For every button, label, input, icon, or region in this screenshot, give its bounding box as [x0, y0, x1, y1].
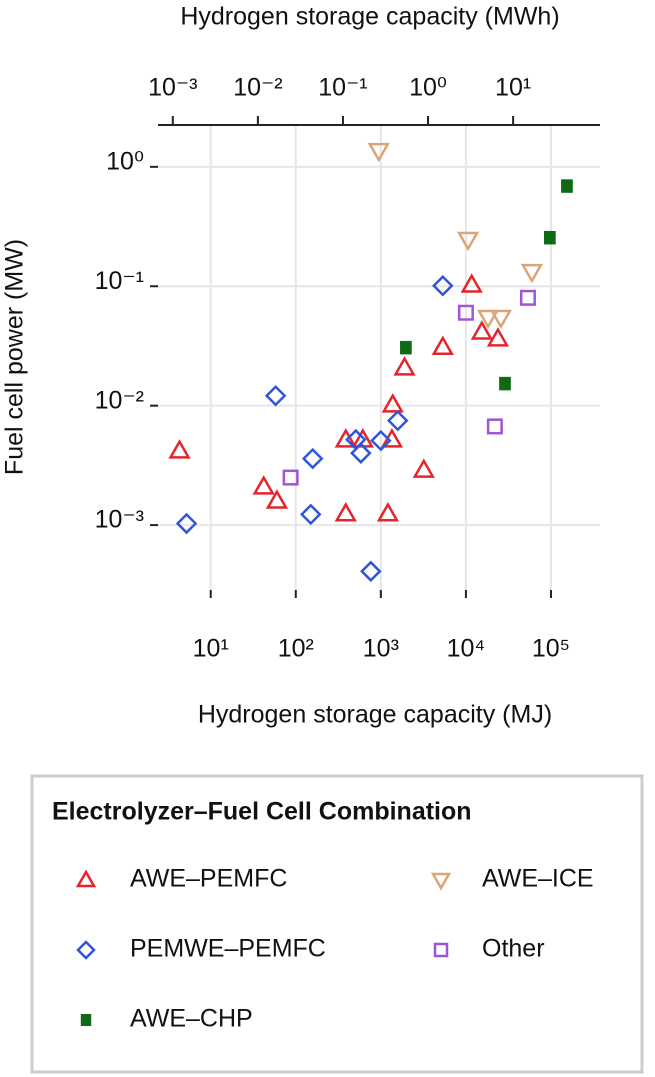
point — [456, 231, 480, 252]
point — [486, 327, 510, 347]
legend-marker — [80, 1014, 92, 1026]
legend-title: Electrolyzer–Fuel Cell Combination — [52, 798, 472, 826]
legend-marker — [75, 869, 97, 888]
point — [386, 409, 409, 432]
legend-label: PEMWE–PEMFC — [130, 935, 326, 963]
point — [432, 274, 454, 297]
point — [168, 439, 191, 459]
point — [282, 469, 299, 486]
point — [519, 289, 536, 306]
legend-label: AWE–PEMFC — [130, 865, 287, 893]
point — [476, 309, 500, 330]
x-axis-label: Hydrogen storage capacity (MJ) — [198, 701, 552, 729]
legend-label: AWE–ICE — [482, 865, 594, 893]
point — [470, 320, 494, 340]
point — [370, 429, 392, 452]
legend-marker — [433, 942, 449, 958]
x2-tick-label: 10⁻³ — [148, 74, 197, 102]
point — [301, 447, 324, 470]
x2-tick-label: 10⁻¹ — [318, 74, 367, 102]
x-tick-label: 10² — [278, 635, 314, 663]
point — [367, 142, 390, 163]
x-tick-label: 10¹ — [193, 635, 229, 663]
x2-tick-label: 10⁰ — [409, 74, 447, 102]
point — [431, 335, 454, 355]
x2-tick-label: 10⁻² — [233, 74, 282, 102]
point — [457, 304, 474, 321]
point — [299, 503, 322, 526]
point — [489, 309, 513, 330]
x-tick-label: 10⁴ — [447, 635, 486, 663]
point — [350, 442, 372, 464]
x-tick-label: 10³ — [363, 635, 399, 663]
y-tick-label: 10⁻² — [95, 386, 144, 414]
x2-axis-label: Hydrogen storage capacity (MWh) — [180, 3, 559, 31]
legend-marker — [76, 940, 96, 960]
point — [265, 489, 289, 509]
legend-label: Other — [482, 935, 545, 963]
point — [175, 512, 198, 535]
legend-marker — [430, 872, 452, 891]
point — [252, 475, 275, 495]
x-tick-label: 10⁵ — [532, 635, 570, 663]
point — [412, 458, 435, 478]
point — [499, 376, 511, 391]
y-tick-label: 10⁻³ — [95, 506, 144, 534]
point — [393, 356, 416, 376]
point — [520, 263, 544, 284]
point — [460, 273, 483, 293]
x2-tick-label: 10¹ — [495, 74, 531, 102]
point — [360, 560, 382, 583]
legend-box — [30, 774, 644, 1074]
y-axis-label: Fuel cell power (MW) — [1, 239, 29, 475]
point — [334, 428, 357, 448]
point — [543, 230, 556, 245]
point — [334, 501, 357, 522]
legend-label: AWE–CHP — [130, 1005, 253, 1033]
point — [381, 393, 404, 413]
point — [264, 385, 287, 407]
point — [561, 179, 573, 193]
point — [400, 340, 412, 355]
y-tick-label: 10⁻¹ — [95, 267, 144, 295]
point — [486, 418, 503, 435]
point — [376, 501, 400, 522]
y-tick-label: 10⁰ — [106, 147, 144, 175]
